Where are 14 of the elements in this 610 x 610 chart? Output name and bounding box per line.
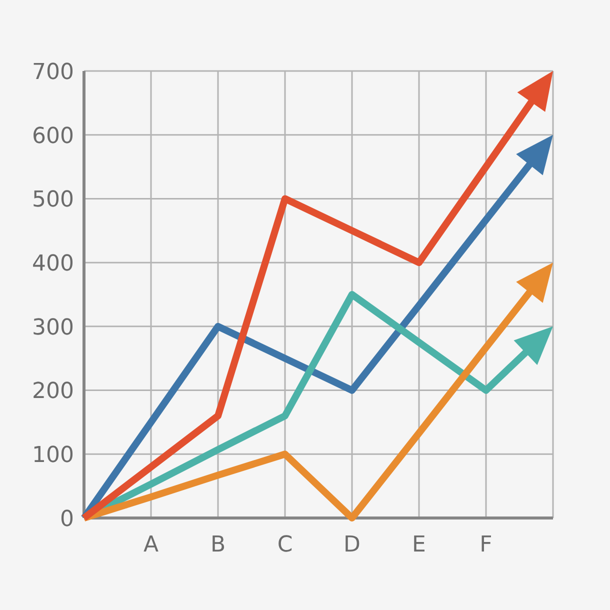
x-tick-label: A bbox=[143, 532, 159, 558]
x-tick-label: E bbox=[412, 532, 426, 558]
y-tick-label: 300 bbox=[32, 315, 74, 340]
y-tick-label: 100 bbox=[32, 443, 74, 468]
y-tick-label: 700 bbox=[32, 60, 74, 85]
y-tick-label: 200 bbox=[32, 379, 74, 404]
x-tick-label: B bbox=[210, 532, 226, 558]
x-tick-label: D bbox=[344, 532, 360, 558]
x-tick-label: C bbox=[277, 532, 293, 558]
y-tick-label: 400 bbox=[32, 251, 74, 276]
y-tick-label: 600 bbox=[32, 124, 74, 149]
x-tick-label: F bbox=[480, 532, 492, 558]
y-tick-label: 0 bbox=[60, 506, 74, 532]
y-tick-label: 500 bbox=[32, 188, 74, 213]
